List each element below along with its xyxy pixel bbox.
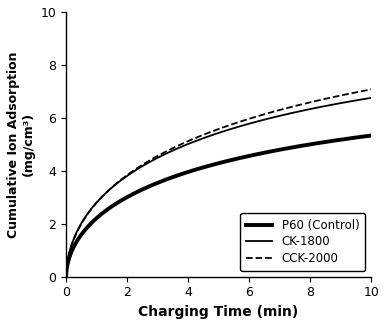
- P60 (Control): [95, 215, 100, 219]
- CCK-2000: [307, 100, 312, 104]
- CK-1800: [95, 200, 100, 204]
- CCK-2000: [301, 102, 306, 106]
- Y-axis label: Cumulative Ion Adsorption
(mg/cm³): Cumulative Ion Adsorption (mg/cm³): [7, 51, 35, 238]
- CCK-2000: [64, 275, 68, 279]
- P60 (Control): [301, 143, 306, 147]
- CK-1800: [187, 141, 192, 145]
- CK-1800: [273, 115, 278, 119]
- P60 (Control): [64, 275, 68, 279]
- Legend: P60 (Control), CK-1800, CCK-2000: P60 (Control), CK-1800, CCK-2000: [240, 213, 365, 271]
- Line: CK-1800: CK-1800: [66, 98, 371, 277]
- CK-1800: [369, 96, 373, 100]
- CK-1800: [64, 275, 68, 279]
- P60 (Control): [187, 170, 192, 173]
- P60 (Control): [198, 166, 203, 170]
- CCK-2000: [273, 109, 278, 113]
- CK-1800: [307, 107, 312, 111]
- CCK-2000: [187, 139, 192, 142]
- CK-1800: [198, 137, 203, 141]
- P60 (Control): [369, 134, 373, 138]
- Line: P60 (Control): P60 (Control): [66, 136, 371, 277]
- CK-1800: [301, 109, 306, 112]
- CCK-2000: [198, 134, 203, 138]
- X-axis label: Charging Time (min): Charging Time (min): [139, 305, 299, 319]
- P60 (Control): [273, 149, 278, 153]
- CCK-2000: [369, 87, 373, 91]
- CCK-2000: [95, 200, 100, 204]
- P60 (Control): [307, 142, 312, 146]
- Line: CCK-2000: CCK-2000: [66, 89, 371, 277]
